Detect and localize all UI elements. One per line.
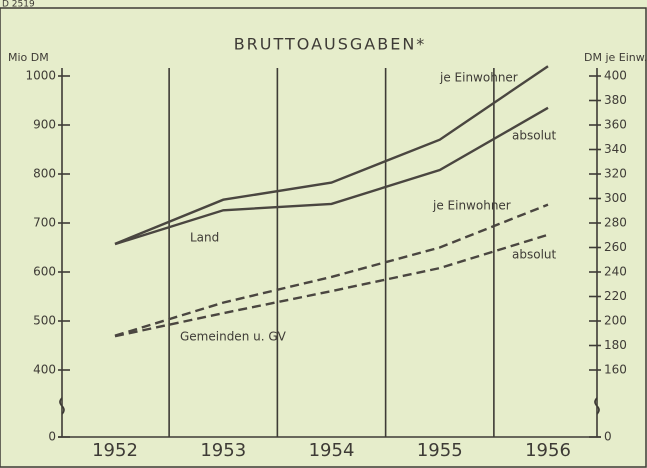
y2-tick-label: 240: [604, 265, 627, 279]
x-tick-label: 1954: [309, 440, 355, 461]
y2-tick-label: 320: [604, 167, 627, 181]
y2-tick-label: 380: [604, 93, 627, 107]
x-tick-label: 1956: [525, 440, 571, 461]
y-tick-label: 800: [33, 167, 56, 181]
y2-tick-label: 200: [604, 314, 627, 328]
y-tick-label: 700: [33, 216, 56, 230]
series-line: [114, 203, 549, 337]
frame: [0, 7, 647, 468]
y2-tick-label: 280: [604, 216, 627, 230]
series-line: [114, 106, 549, 246]
series-line: [114, 65, 549, 245]
y-tick-label: 400: [33, 363, 56, 377]
series-label: absolut: [512, 129, 557, 143]
x-tick-label: 1955: [417, 440, 463, 461]
y-tick-label: 900: [33, 118, 56, 132]
chart-title: BRUTTOAUSGABEN*: [234, 35, 427, 54]
y2-tick-label: 180: [604, 338, 627, 352]
y-tick-label: 1000: [25, 69, 56, 83]
series-label: je Einwohner: [439, 71, 518, 85]
axis-break: [59, 397, 65, 415]
series-label: absolut: [512, 248, 557, 262]
y2-tick-label: 340: [604, 142, 627, 156]
axis-break: [594, 397, 600, 415]
y2-tick-label: 300: [604, 191, 627, 205]
y2-axis-label: DM je Einw.: [584, 51, 647, 64]
y2-tick-label: 0: [604, 430, 612, 444]
annotation: Gemeinden u. GV: [180, 330, 287, 344]
y2-tick-label: 400: [604, 69, 627, 83]
series-label: je Einwohner: [432, 199, 511, 213]
series-line: [114, 233, 549, 338]
y-tick-label: 0: [48, 430, 56, 444]
y2-tick-label: 160: [604, 363, 627, 377]
y2-tick-label: 360: [604, 118, 627, 132]
y2-tick-label: 220: [604, 289, 627, 303]
figure-code: D 2519: [2, 0, 35, 10]
annotation: Land: [190, 231, 219, 245]
y-tick-label: 500: [33, 314, 56, 328]
y-tick-label: 600: [33, 265, 56, 279]
x-tick-label: 1953: [200, 440, 246, 461]
y-axis-label: Mio DM: [8, 51, 49, 64]
x-tick-label: 1952: [92, 440, 138, 461]
y2-tick-label: 260: [604, 240, 627, 254]
